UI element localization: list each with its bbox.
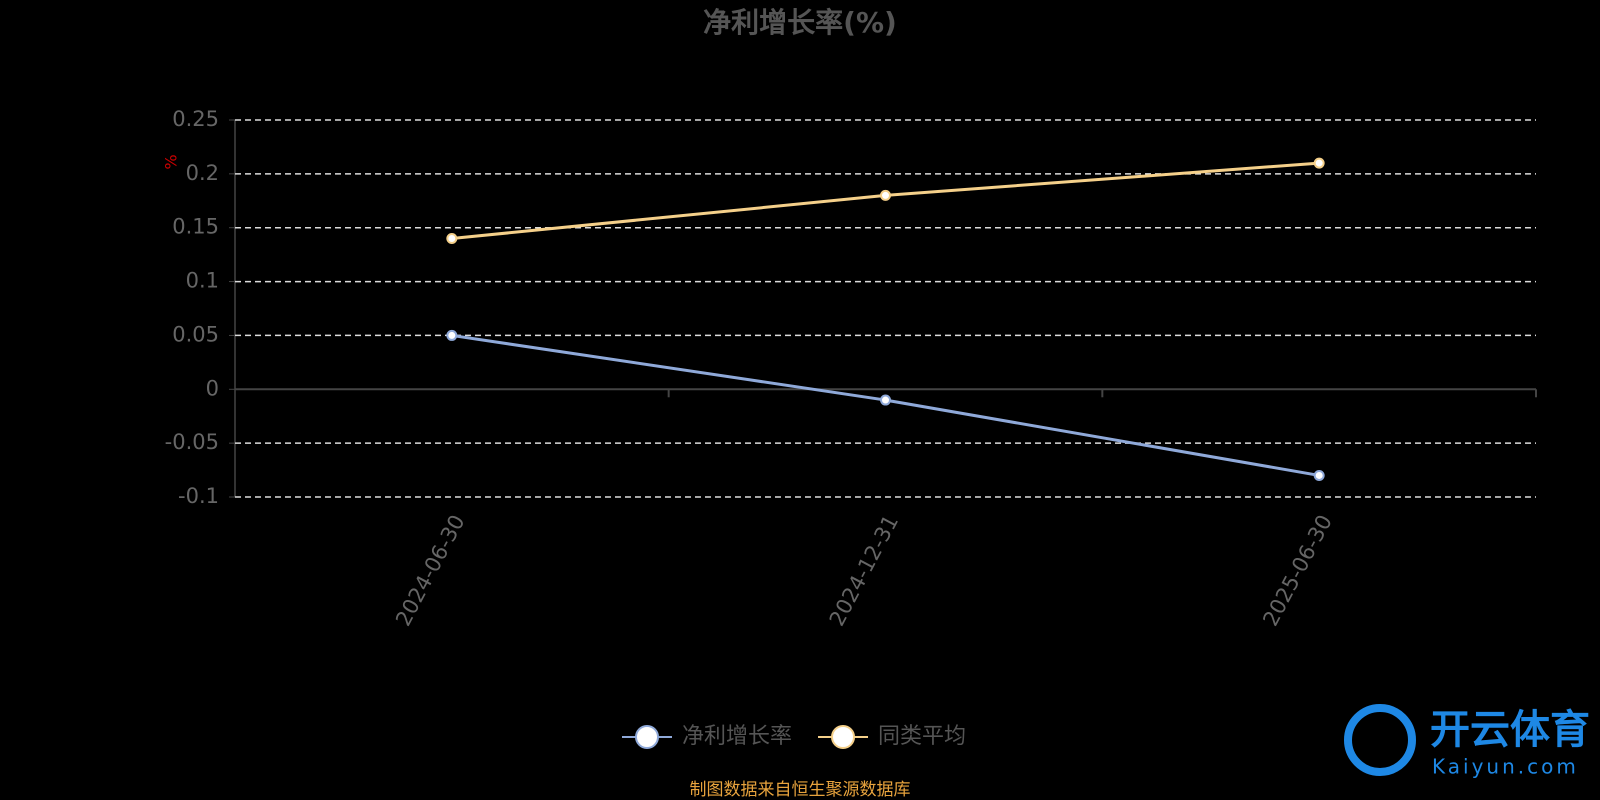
x-tick-label: 2024-06-30: [391, 511, 469, 630]
watermark: 开云体育 Kaiyun.com: [1344, 704, 1590, 779]
legend-item: 净利增长率: [622, 724, 792, 749]
y-tick-label: 0.25: [172, 107, 219, 131]
y-tick-label: 0.15: [172, 215, 219, 239]
x-tick-label: 2025-06-30: [1258, 511, 1336, 630]
data-point: [446, 232, 458, 244]
y-tick-label: 0.1: [186, 269, 219, 293]
data-point: [880, 394, 891, 406]
chart-title: 净利增长率(%): [703, 6, 897, 39]
data-point: [1313, 469, 1325, 481]
legend-item: 同类平均: [818, 724, 966, 749]
y-tick-label: 0: [206, 376, 219, 400]
y-tick-label: -0.05: [165, 430, 219, 454]
x-tick-label: 2024-12-31: [825, 511, 903, 630]
y-axis-label: %: [162, 154, 181, 169]
watermark-url: Kaiyun.com: [1432, 755, 1579, 779]
watermark-logo: [1344, 704, 1416, 776]
data-point: [1313, 157, 1325, 169]
legend-marker: [831, 725, 856, 749]
legend-marker: [635, 725, 659, 749]
data-point: [446, 329, 458, 341]
data-point: [880, 189, 891, 201]
y-tick-label: -0.1: [178, 484, 219, 508]
legend-label: 净利增长率: [682, 724, 792, 749]
source-note: 制图数据来自恒生聚源数据库: [690, 780, 911, 800]
y-tick-label: 0.2: [186, 161, 219, 185]
watermark-name: 开云体育: [1430, 707, 1590, 753]
legend-label: 同类平均: [878, 724, 966, 749]
y-tick-label: 0.05: [172, 322, 219, 346]
